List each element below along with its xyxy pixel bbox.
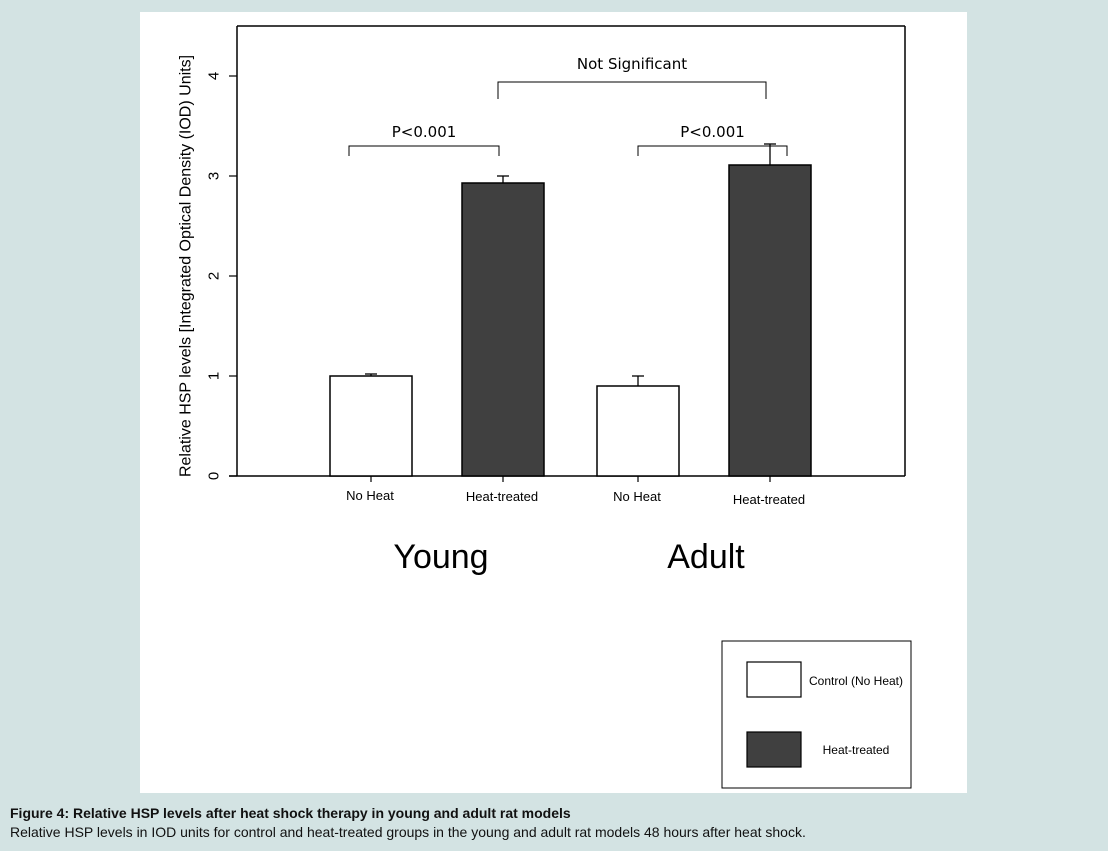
x-tick-label: No Heat — [613, 489, 661, 504]
significance-bracket — [637, 145, 788, 156]
y-tick-label: 1 — [206, 372, 223, 380]
legend-label: Control (No Heat) — [809, 674, 903, 688]
bar — [596, 385, 680, 477]
significance-bracket — [497, 81, 767, 99]
group-label: Young — [393, 538, 488, 576]
significance-label: P<0.001 — [680, 123, 745, 141]
group-label: Adult — [667, 538, 745, 576]
figure-caption: Figure 4: Relative HSP levels after heat… — [10, 804, 1100, 842]
bar — [728, 164, 812, 477]
x-tick-label: No Heat — [346, 488, 394, 503]
caption-title: Figure 4: Relative HSP levels after heat… — [10, 805, 571, 821]
bar-chart: 0 1 2 3 4 Relative HSP levels [Integrated Opt… — [178, 25, 912, 789]
y-tick-label: 2 — [206, 272, 223, 280]
figure-panel: 0 1 2 3 4 Relative HSP levels [Integrated Opt… — [140, 12, 967, 793]
bar — [461, 182, 545, 477]
legend-swatch — [746, 661, 802, 698]
bar — [329, 375, 413, 477]
significance-label: Not Significant — [577, 55, 687, 73]
y-axis-label: Relative HSP levels [Integrated Optical … — [178, 55, 195, 477]
y-tick-label: 0 — [206, 472, 223, 480]
caption-text: Relative HSP levels in IOD units for con… — [10, 824, 806, 840]
y-tick-label: 4 — [206, 72, 223, 80]
x-tick-label: Heat-treated — [733, 492, 805, 507]
significance-label: P<0.001 — [392, 123, 457, 141]
x-tick-label: Heat-treated — [466, 489, 538, 504]
legend-label: Heat-treated — [823, 743, 890, 757]
y-tick-label: 3 — [206, 172, 223, 180]
significance-bracket — [348, 145, 500, 156]
legend-swatch — [746, 731, 802, 768]
